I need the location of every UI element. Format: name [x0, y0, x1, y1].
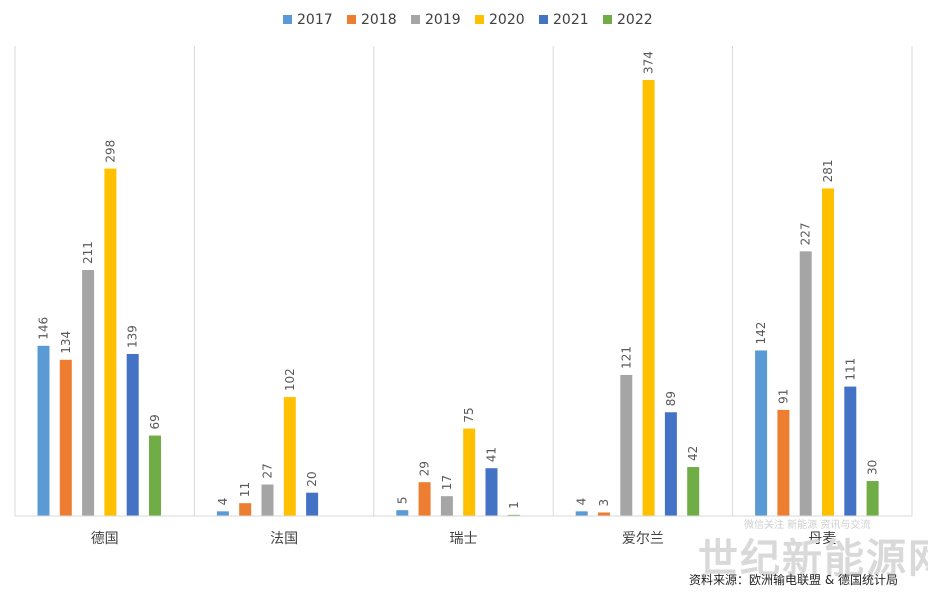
bar-2018-瑞士 [418, 482, 431, 516]
bar-2021-爱尔兰 [664, 412, 677, 516]
data-label: 91 [776, 389, 790, 404]
bar-2017-德国 [37, 345, 50, 516]
bar-2017-爱尔兰 [575, 511, 588, 516]
bar-2022-德国 [149, 435, 161, 516]
data-label: 227 [799, 222, 813, 245]
legend-label: 2022 [617, 12, 653, 28]
legend-swatch [347, 15, 356, 24]
x-tick-label: 丹麦 [808, 531, 836, 547]
bar-2020-法国 [283, 397, 296, 516]
data-label: 4 [216, 498, 230, 506]
data-label: 69 [148, 414, 162, 429]
data-label: 4 [575, 498, 589, 506]
bar-2022-丹麦 [866, 481, 879, 516]
data-label: 17 [440, 475, 454, 490]
data-label: 1 [507, 501, 521, 509]
bar-2017-丹麦 [755, 350, 768, 516]
bar-2019-爱尔兰 [620, 374, 633, 516]
data-label: 281 [821, 160, 835, 183]
bar-2018-丹麦 [777, 409, 790, 516]
data-label: 89 [664, 391, 678, 406]
bar-2021-德国 [126, 353, 139, 516]
bar-2021-法国 [306, 492, 319, 516]
bar-2019-瑞士 [440, 496, 453, 516]
x-tick-label: 爱尔兰 [622, 531, 664, 547]
bar-2018-法国 [239, 503, 252, 516]
legend-swatch [475, 15, 484, 24]
bar-2020-德国 [104, 168, 117, 516]
data-label: 142 [754, 322, 768, 345]
bar-2021-瑞士 [485, 468, 498, 516]
data-label: 111 [843, 358, 857, 381]
legend-swatch [539, 15, 548, 24]
data-label: 121 [619, 346, 633, 369]
data-label: 374 [642, 51, 656, 74]
data-label: 41 [485, 447, 499, 462]
bar-2019-德国 [82, 270, 95, 516]
data-label: 3 [597, 499, 611, 507]
data-label: 42 [686, 446, 700, 461]
data-label: 134 [59, 331, 73, 354]
legend-swatch [283, 15, 292, 24]
legend-label: 2020 [489, 12, 525, 28]
legend-label: 2019 [425, 12, 461, 28]
source-note: 资料来源：欧洲输电联盟 & 德国统计局 [689, 572, 898, 587]
data-label: 139 [126, 325, 140, 348]
data-label: 298 [103, 140, 117, 163]
bar-2020-爱尔兰 [642, 80, 655, 516]
legend-label: 2018 [361, 12, 397, 28]
watermark-subtext: 微信关注 新能源 资讯与交流 [744, 518, 870, 531]
watermark: 微信关注 新能源 资讯与交流 世纪新能源网 [698, 518, 928, 582]
bar-2019-法国 [261, 484, 274, 516]
bar-2022-瑞士 [507, 514, 520, 516]
data-label: 11 [238, 482, 252, 497]
bar-2021-丹麦 [844, 386, 857, 516]
data-label: 211 [81, 241, 95, 264]
watermark-text: 世纪新能源网 [698, 535, 928, 582]
data-label: 30 [866, 460, 880, 475]
bar-2018-德国 [59, 359, 72, 516]
data-label: 29 [418, 461, 432, 476]
data-label: 75 [462, 407, 476, 422]
data-label: 20 [305, 471, 319, 486]
legend-swatch [411, 15, 420, 24]
bar-2017-法国 [216, 511, 229, 516]
bars [37, 80, 879, 516]
bar-2019-丹麦 [799, 251, 812, 516]
data-label: 146 [37, 317, 51, 340]
legend-label: 2021 [553, 12, 589, 28]
x-tick-label: 法国 [270, 531, 298, 547]
category-separators [14, 46, 913, 516]
legend: 2017 2018 2019 2020 2021 2022 [283, 12, 653, 28]
bar-2018-爱尔兰 [598, 512, 610, 516]
bar-2020-瑞士 [463, 428, 476, 516]
bar-2017-瑞士 [396, 510, 409, 516]
bar-2022-爱尔兰 [687, 467, 700, 516]
data-label: 27 [261, 463, 275, 478]
x-tick-label: 瑞士 [450, 531, 478, 547]
bar-2020-丹麦 [822, 188, 834, 516]
x-axis-tick-labels: 德国 法国 瑞士 爱尔兰 丹麦 [91, 531, 837, 547]
legend-label: 2017 [297, 12, 333, 28]
x-tick-label: 德国 [91, 531, 119, 547]
legend-swatch [603, 15, 612, 24]
data-label: 5 [395, 497, 409, 505]
data-label: 102 [283, 368, 297, 391]
